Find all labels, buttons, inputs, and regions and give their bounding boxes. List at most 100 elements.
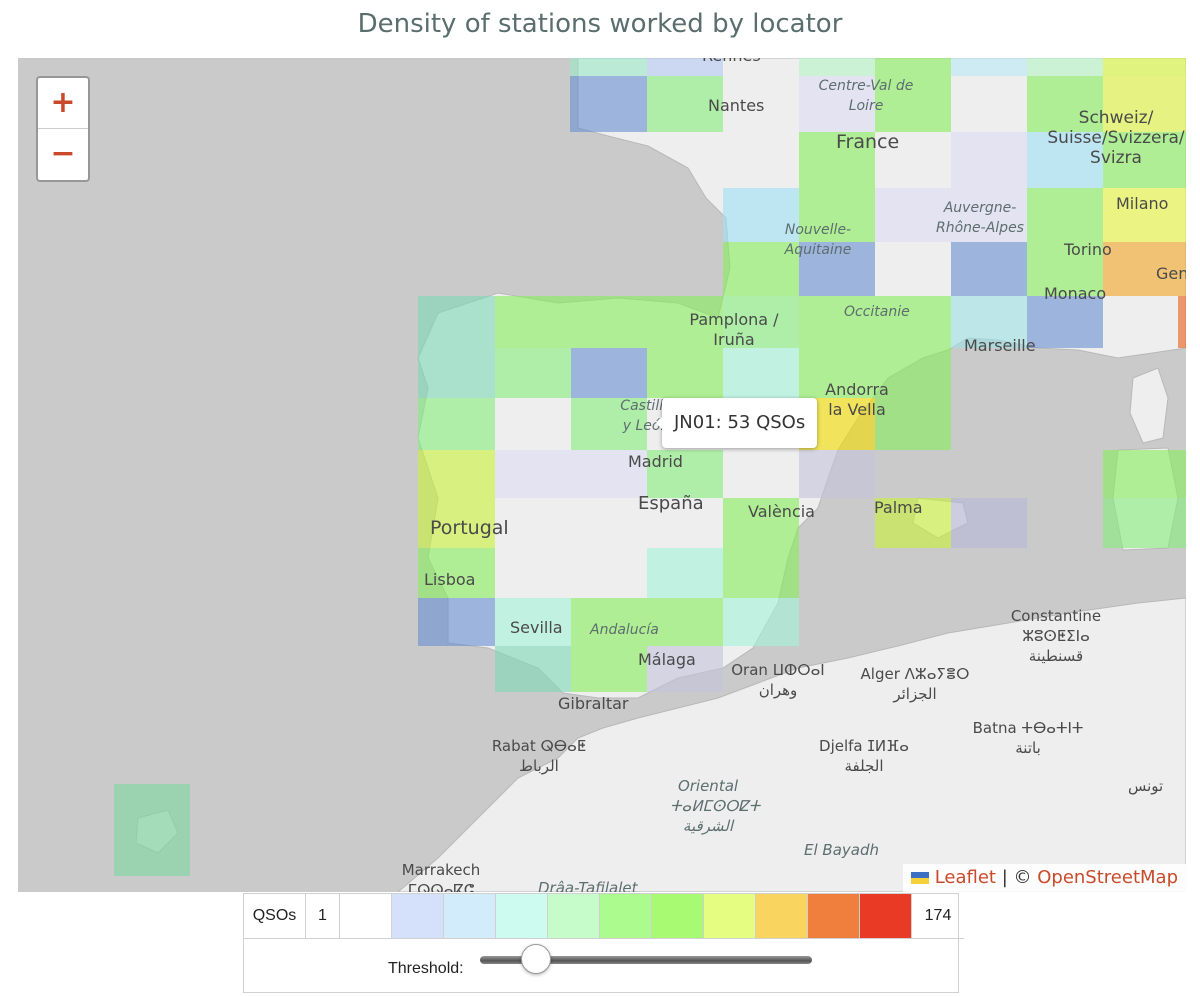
locator-square[interactable] (875, 76, 951, 132)
locator-square[interactable] (1103, 242, 1186, 296)
locator-square[interactable] (1027, 188, 1103, 242)
locator-square[interactable] (114, 784, 190, 876)
map-label: Andorra la Vella (825, 380, 889, 419)
locator-square[interactable] (1103, 498, 1186, 548)
locator-square[interactable] (799, 76, 875, 132)
locator-square[interactable] (571, 646, 647, 692)
locator-square[interactable] (1103, 76, 1186, 132)
map-label: Milano (1116, 194, 1169, 213)
map-attribution: Leaflet | © OpenStreetMap (902, 864, 1186, 892)
legend-scale: QSOs 1 174 (244, 894, 964, 939)
locator-square[interactable] (495, 598, 571, 646)
locator-square[interactable] (1027, 76, 1103, 132)
legend-swatch (496, 894, 548, 938)
locator-square[interactable] (723, 296, 799, 348)
locator-square[interactable] (418, 398, 495, 450)
legend-max: 174 (924, 907, 952, 924)
locator-square[interactable] (799, 188, 875, 242)
zoom-out-button[interactable]: − (50, 136, 76, 171)
locator-square[interactable] (647, 76, 723, 132)
locator-square[interactable] (951, 296, 1027, 348)
map-view[interactable]: Rennes Nantes Centre-Val de Loire France… (18, 58, 1186, 892)
locator-square[interactable] (875, 498, 951, 548)
locator-square[interactable] (875, 398, 951, 450)
locator-square[interactable] (418, 296, 495, 348)
map-label: Torino (1064, 240, 1112, 259)
map-label: Nantes (708, 96, 765, 115)
locator-square[interactable] (418, 548, 495, 598)
threshold-slider-track[interactable] (480, 956, 812, 964)
locator-square[interactable] (1178, 296, 1186, 348)
openstreetmap-link[interactable]: OpenStreetMap (1037, 867, 1178, 888)
map-label: Rennes (702, 58, 761, 66)
locator-square[interactable] (875, 188, 951, 242)
locator-square[interactable] (799, 348, 875, 398)
locator-square[interactable] (647, 598, 723, 646)
map-label: Portugal (430, 517, 509, 539)
locator-square[interactable] (799, 58, 875, 76)
locator-square[interactable] (799, 296, 875, 348)
locator-square[interactable] (495, 646, 571, 692)
locator-square[interactable] (1027, 296, 1103, 348)
locator-square[interactable] (571, 598, 647, 646)
locator-square[interactable] (418, 498, 495, 548)
locator-square[interactable] (951, 188, 1027, 242)
threshold-label: Threshold: (388, 960, 464, 977)
locator-square[interactable] (495, 348, 571, 398)
locator-square[interactable] (495, 450, 571, 498)
locator-square[interactable] (799, 242, 875, 296)
locator-square[interactable] (875, 296, 951, 348)
locator-square[interactable] (647, 58, 723, 76)
locator-square[interactable] (570, 76, 647, 132)
locator-square[interactable] (799, 132, 875, 188)
locator-square[interactable] (571, 450, 647, 498)
legend-min: 1 (306, 894, 340, 938)
locator-square[interactable] (647, 450, 723, 498)
locator-square[interactable] (875, 348, 951, 398)
locator-square[interactable] (571, 398, 647, 450)
locator-square[interactable] (951, 498, 1027, 548)
map-label: Nouvelle-Aquitaine (784, 222, 852, 258)
locator-square[interactable] (570, 58, 647, 76)
legend-swatch (860, 894, 912, 938)
locator-square[interactable] (723, 242, 799, 296)
locator-square[interactable] (951, 58, 1027, 76)
legend-swatch (548, 894, 600, 938)
locator-square[interactable] (571, 296, 647, 348)
zoom-control: + − (36, 76, 90, 182)
locator-square[interactable] (418, 598, 495, 646)
locator-square[interactable] (723, 348, 799, 398)
locator-square[interactable] (1103, 58, 1186, 76)
locator-square[interactable] (1103, 132, 1186, 188)
locator-square[interactable] (1027, 132, 1103, 188)
locator-square[interactable] (875, 58, 951, 76)
locator-square[interactable] (495, 296, 571, 348)
locator-square[interactable] (951, 242, 1027, 296)
threshold-slider-handle[interactable] (521, 944, 552, 974)
locator-square[interactable] (647, 548, 723, 598)
map-label: Genova (1156, 264, 1186, 283)
locator-square[interactable] (1027, 58, 1103, 76)
locator-square[interactable] (647, 296, 723, 348)
map-label: Málaga (638, 650, 696, 669)
map-label: Oriental ⵜⴰⵍⵎⵙⵔⵇⵜ الشرقية (670, 777, 761, 835)
map-label: Marrakech ⵎⵕⵕⴰⴽⵛ (401, 861, 481, 892)
locator-square[interactable] (418, 450, 495, 498)
locator-square[interactable] (799, 450, 875, 498)
locator-square[interactable] (1103, 450, 1186, 498)
locator-square[interactable] (723, 498, 799, 548)
locator-square[interactable] (647, 646, 723, 692)
locator-square[interactable] (723, 188, 799, 242)
locator-square[interactable] (723, 548, 799, 598)
locator-square[interactable] (571, 348, 647, 398)
zoom-in-button[interactable]: + (38, 78, 88, 129)
leaflet-link[interactable]: Leaflet (934, 867, 996, 888)
locator-square[interactable] (647, 348, 723, 398)
locator-square[interactable] (1103, 188, 1186, 242)
locator-square[interactable] (951, 132, 1027, 188)
map-label: Rabat ⵕⴱⴰⵟ الرباط (491, 737, 587, 775)
legend-swatch (808, 894, 860, 938)
locator-square[interactable] (1027, 242, 1103, 296)
locator-square[interactable] (418, 348, 495, 398)
locator-square[interactable] (723, 598, 799, 646)
